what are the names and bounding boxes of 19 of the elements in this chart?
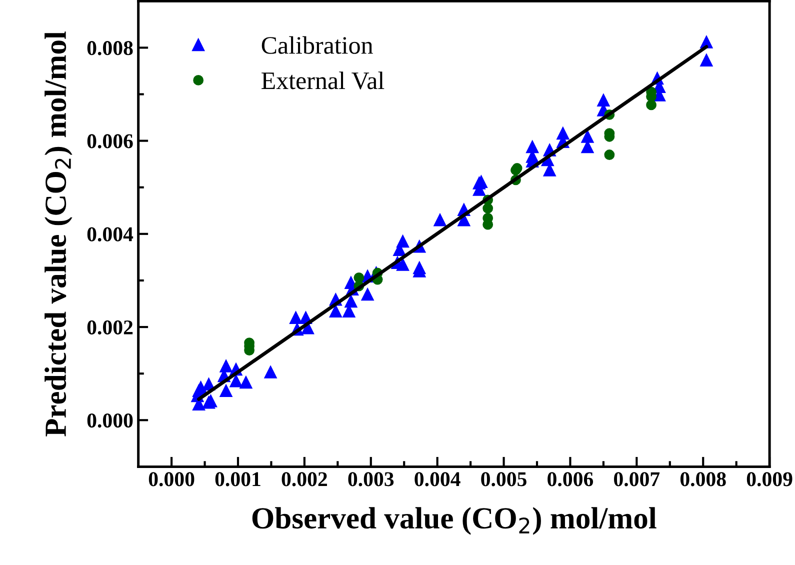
x-tick-label: 0.009: [746, 472, 792, 486]
y-tick-label: 0.002: [87, 320, 133, 335]
x-tick-label: 0.005: [481, 472, 526, 486]
x-tick-label: 0.006: [548, 472, 594, 486]
x-tick-label: 0.000: [148, 472, 194, 486]
x-tick-label: 0.007: [614, 472, 660, 486]
x-tick-label: 0.002: [282, 472, 327, 486]
x-axis-title: Observed value (CO$_{2}$) mol/mol: [252, 507, 656, 535]
y-tick-label: 0.004: [87, 227, 134, 242]
y-tick-label: 0.000: [87, 414, 133, 428]
x-tick-label: 0.003: [348, 472, 394, 486]
x-tick-label: 0.004: [414, 472, 460, 486]
legend-label: External Val: [262, 72, 384, 90]
x-tick-label: 0.001: [215, 472, 260, 486]
x-tick-label: 0.008: [680, 472, 726, 486]
y-tick-label: 0.006: [87, 134, 133, 148]
legend-label: Calibration: [262, 36, 373, 54]
y-axis-title: Predicted value (CO$_{2}$) mol/mol: [44, 32, 72, 436]
y-tick-label: 0.008: [87, 41, 133, 56]
